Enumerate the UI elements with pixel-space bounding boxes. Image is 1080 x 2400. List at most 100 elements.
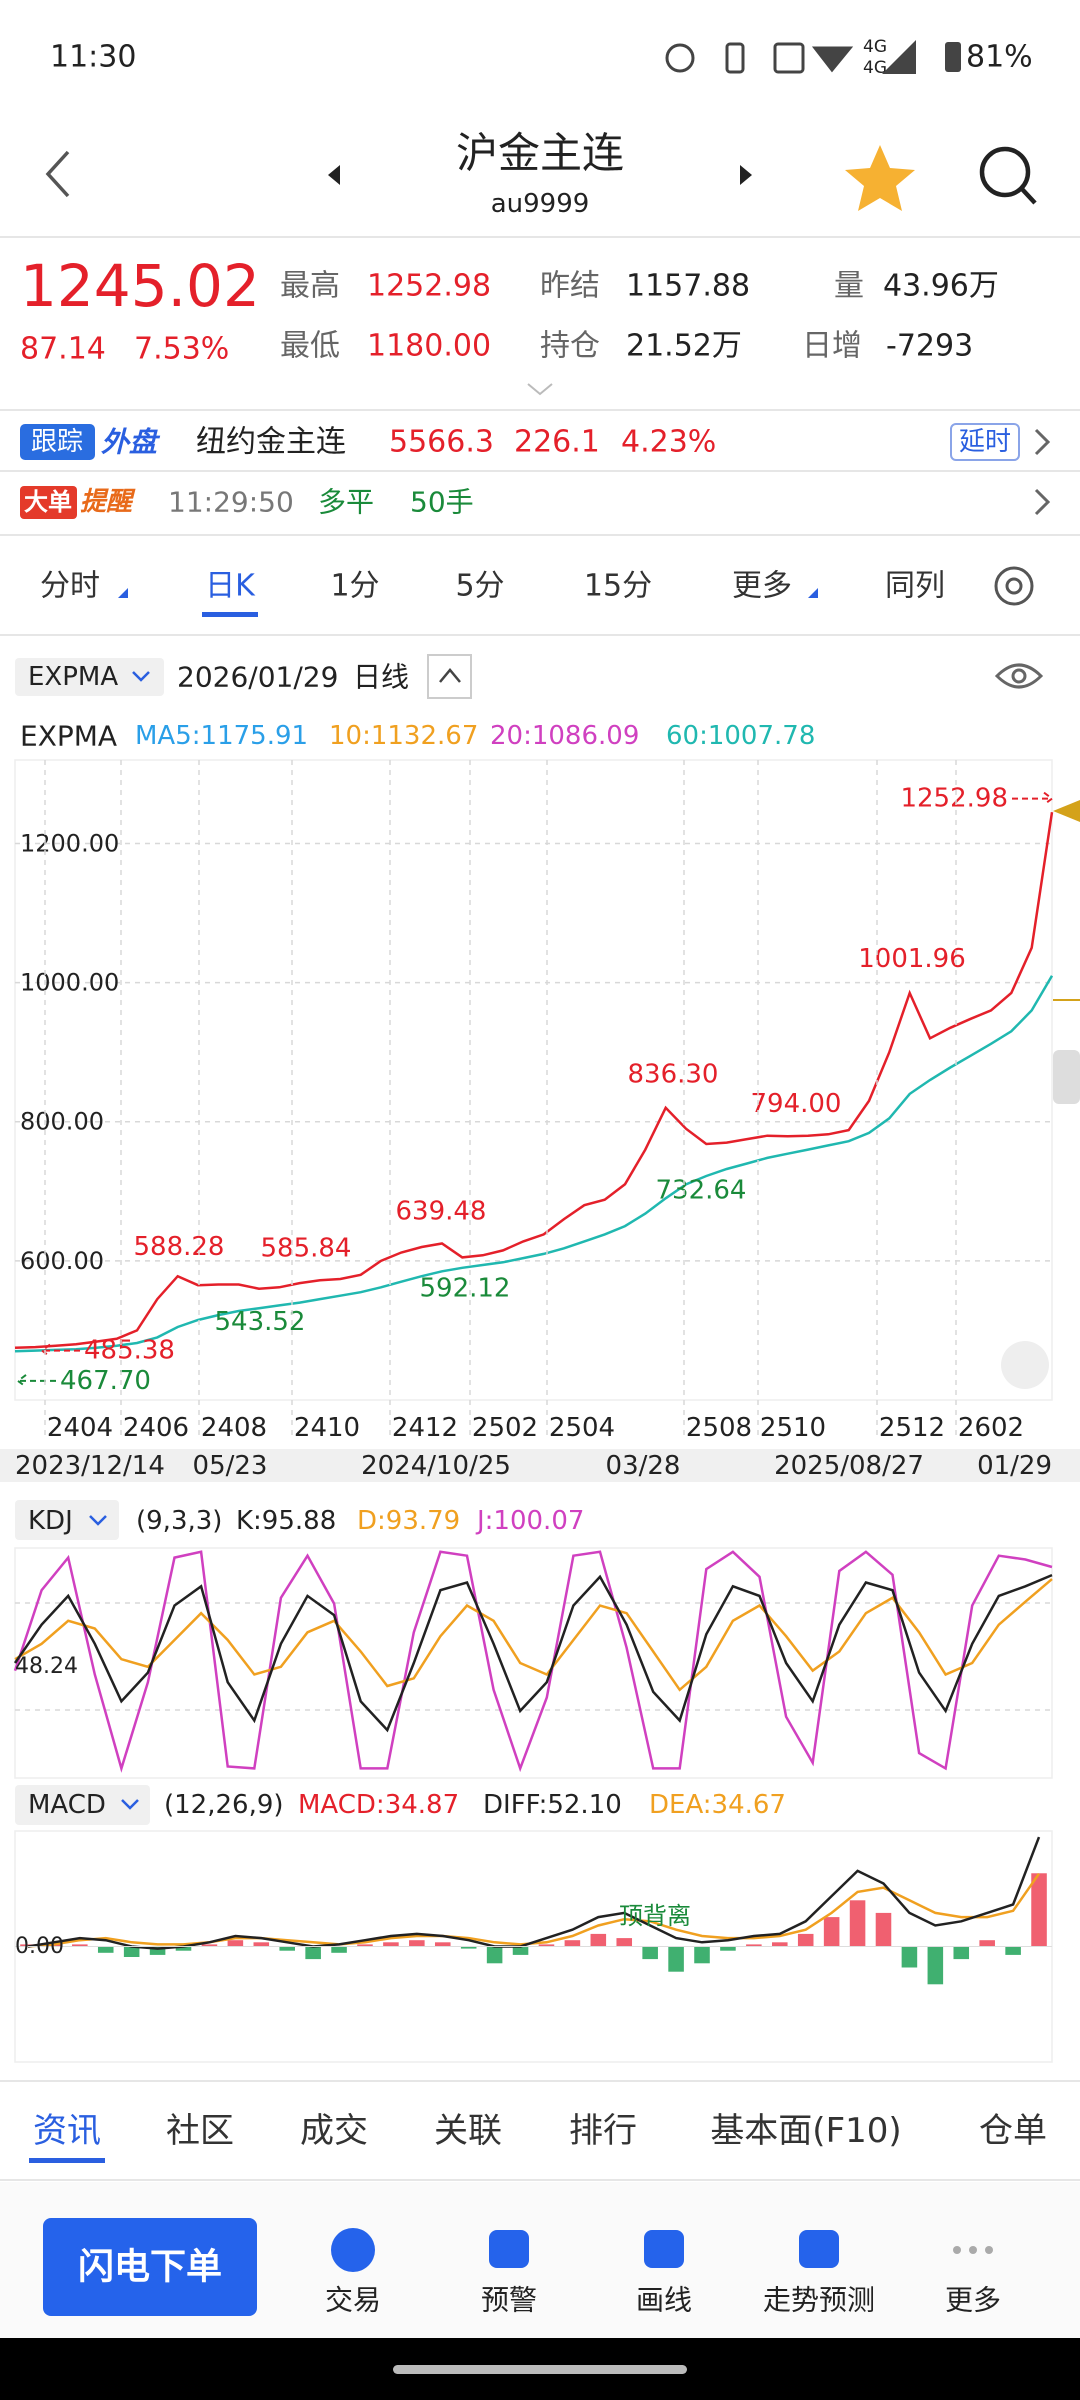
alert-type: 多平 — [318, 486, 374, 519]
collapse-icon — [439, 668, 461, 683]
price: 1245.02 — [20, 252, 260, 320]
macd-bar — [201, 1944, 218, 1947]
tracker-change: 226.1 — [514, 425, 600, 460]
indicator-select[interactable] — [15, 1500, 119, 1540]
bottom-tab[interactable]: 仓单 — [979, 2111, 1047, 2151]
series-line — [14, 1578, 1053, 1692]
annotation: 588.28 — [134, 1232, 225, 1262]
collapse-button[interactable] — [427, 654, 472, 699]
macd-bar — [590, 1933, 607, 1947]
tab[interactable]: 5分 — [455, 569, 504, 604]
status-icons — [665, 42, 854, 74]
y-tick-label: 1200.00 — [20, 829, 119, 857]
favorite-button[interactable] — [845, 145, 915, 211]
dropdown — [132, 671, 150, 682]
action-label[interactable]: 走势预测 — [763, 2284, 875, 2317]
tab-indicator — [29, 2158, 105, 2163]
ma-item: 10:1132.67 — [329, 721, 478, 751]
annotation: 794.00 — [751, 1089, 842, 1119]
series-line — [27, 1836, 1041, 1950]
chevron[interactable] — [1034, 428, 1051, 456]
macd-legend: DEA:34.67 — [649, 1790, 786, 1820]
action-label[interactable]: 更多 — [945, 2284, 1001, 2317]
dropdown-mark — [808, 588, 818, 598]
action-label[interactable]: 交易 — [325, 2284, 381, 2317]
macd-bar — [823, 1917, 840, 1947]
order-button[interactable] — [43, 2218, 257, 2316]
search-button[interactable] — [979, 146, 1037, 205]
macd-params: (12,26,9) — [164, 1790, 284, 1820]
indicator-select[interactable] — [15, 658, 164, 696]
kdj-legend: J:100.07 — [475, 1506, 584, 1536]
x-tick-label: 2602 — [958, 1413, 1024, 1443]
bottom-tab[interactable]: 关联 — [434, 2111, 502, 2151]
kdj-name: KDJ — [28, 1506, 73, 1536]
tab-indicator — [202, 612, 258, 617]
macd-bar — [253, 1942, 270, 1947]
field-label: 量 — [834, 269, 864, 304]
badge-text: 提醒 — [80, 487, 136, 517]
macd-name: MACD — [28, 1790, 106, 1820]
ma-label: EXPMA — [20, 720, 117, 753]
bottom-tab[interactable]: 排行 — [569, 2111, 637, 2151]
series-line — [13, 1550, 1053, 1773]
x-tick-label: 2510 — [760, 1413, 826, 1443]
action-label[interactable]: 画线 — [636, 2284, 692, 2317]
field-label: 持仓 — [540, 329, 600, 364]
tab[interactable]: 1分 — [330, 569, 379, 604]
tab[interactable]: 15分 — [584, 569, 652, 604]
annotation-arrow — [1012, 791, 1054, 806]
x-tick-label: 2512 — [879, 1413, 945, 1443]
tab[interactable]: 更多 — [732, 569, 792, 604]
date-band — [0, 1449, 1080, 1482]
kdj-legend: K:95.88 — [236, 1506, 336, 1536]
expand[interactable] — [527, 383, 553, 396]
signal-icon — [882, 40, 916, 74]
tracker-price: 5566.3 — [389, 425, 494, 460]
status-time: 11:30 — [50, 40, 136, 75]
tab[interactable]: 日K — [205, 569, 256, 604]
fullscreen-button[interactable] — [1001, 1341, 1049, 1389]
action-icon — [644, 2230, 684, 2268]
tab[interactable]: 分时 — [40, 569, 100, 604]
date-label: 01/29 — [977, 1451, 1052, 1481]
macd-bar — [642, 1946, 658, 1960]
macd-bar — [746, 1944, 762, 1947]
annotation: 1252.98 — [900, 784, 1008, 814]
macd-bar — [409, 1940, 425, 1947]
ma-item: 20:1086.09 — [490, 721, 639, 751]
action-label[interactable]: 预警 — [481, 2284, 537, 2317]
bottom-tab[interactable]: 成交 — [300, 2111, 368, 2151]
tab[interactable]: 同列 — [885, 569, 945, 604]
macd-bar — [538, 1944, 555, 1947]
kdj-frame — [14, 1547, 1053, 1779]
ma-item: MA5:1175.91 — [135, 721, 308, 751]
back-button[interactable] — [45, 150, 70, 198]
chevron[interactable] — [1034, 488, 1051, 516]
gesture-pill[interactable] — [393, 2365, 687, 2374]
bottom-tab[interactable]: 社区 — [166, 2111, 234, 2151]
macd-bar — [720, 1946, 736, 1951]
tracker-pct: 4.23% — [621, 425, 716, 460]
side-tab[interactable] — [1053, 1050, 1080, 1104]
prev-button[interactable] — [328, 165, 340, 185]
action-icon — [985, 2246, 993, 2254]
field-value: 1180.00 — [367, 329, 491, 364]
macd-bar — [797, 1933, 814, 1947]
delay-text: 延时 — [959, 427, 1011, 457]
annotation-arrow — [40, 1343, 80, 1358]
eye-button[interactable] — [994, 663, 1044, 689]
battery-icon — [945, 42, 961, 72]
macd-bar — [123, 1946, 140, 1957]
indicator-select[interactable] — [15, 1785, 150, 1825]
next-button[interactable] — [740, 165, 752, 185]
code: au9999 — [491, 189, 590, 219]
x-tick-label: 2410 — [294, 1413, 360, 1443]
y-tick-label: 600.00 — [20, 1247, 104, 1275]
bottom-tab[interactable]: 基本面(F10) — [710, 2111, 901, 2151]
macd-bar — [227, 1940, 244, 1947]
settings-button[interactable] — [994, 566, 1034, 606]
bottom-tab[interactable]: 资讯 — [33, 2111, 101, 2151]
dropdown — [121, 1799, 139, 1810]
action-icon — [799, 2230, 839, 2268]
